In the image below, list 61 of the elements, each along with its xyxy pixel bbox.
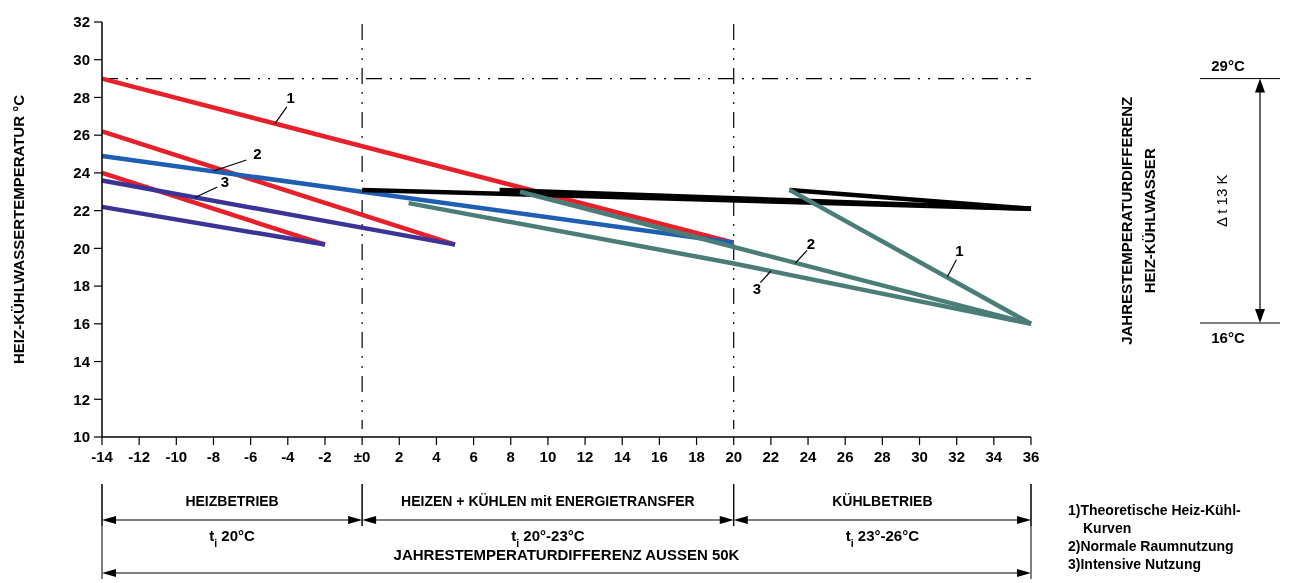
- annotation: 3: [220, 172, 230, 190]
- annotation: 3: [752, 280, 762, 298]
- x-tick-label: -12: [128, 448, 150, 465]
- x-tick-label: 12: [576, 448, 594, 465]
- text: 1)Theoretische Heiz-Kühl-: [1068, 502, 1242, 518]
- x-tick-label: 36: [1022, 448, 1040, 465]
- text: Kurven: [1083, 520, 1132, 536]
- text: 3)Intensive Nutzung: [1068, 556, 1202, 572]
- x-tick-label: -10: [165, 448, 188, 465]
- x-tick-label: -14: [91, 448, 114, 465]
- x-tick-label: ±0: [353, 448, 371, 465]
- y-axis-title: HEIZ-KÜHLWASSERTEMPERATUR °C: [10, 94, 27, 365]
- y-tick-label: 20: [73, 239, 90, 257]
- x-tick-label: 22: [762, 448, 780, 465]
- text: 16°C: [1211, 329, 1245, 346]
- text: 2)Normale Raumnutzung: [1068, 538, 1234, 554]
- annotation: 2: [806, 234, 816, 252]
- y-tick-label: 18: [73, 277, 90, 295]
- x-tick-label: 10: [539, 448, 557, 465]
- x-tick-label: 28: [874, 448, 891, 465]
- x-tick-label: 14: [613, 448, 632, 465]
- x-tick-label: 20: [725, 448, 743, 465]
- x-tick-label: 16: [651, 448, 668, 465]
- y-tick-label: 32: [73, 13, 90, 31]
- text: t$_{i}$ 20°C: [209, 527, 256, 549]
- y-tick-label: 14: [73, 352, 91, 370]
- x-tick-label: 4: [432, 448, 442, 465]
- annotation: 1: [286, 89, 295, 107]
- x-tick-label: 30: [911, 448, 928, 465]
- x-tick-label: -8: [206, 448, 221, 465]
- text: HEIZEN + KÜHLEN mit ENERGIETRANSFER: [401, 493, 695, 509]
- text: t$_{i}$ 20°-23°C: [511, 527, 585, 549]
- y-tick-label: 24: [73, 164, 91, 182]
- x-tick-label: -4: [281, 448, 296, 465]
- text: HEIZBETRIEB: [185, 493, 279, 509]
- x-tick-label: 8: [506, 448, 515, 465]
- annotation: 1: [955, 241, 964, 259]
- text: JAHRESTEMPERATURDIFFERENZ: [1118, 96, 1135, 345]
- text: JAHRESTEMPERATURDIFFERENZ AUSSEN 50K: [393, 546, 740, 563]
- x-tick-label: 34: [985, 448, 1003, 465]
- text: Δ t 13 K: [1213, 174, 1231, 228]
- x-tick-label: 24: [799, 448, 818, 465]
- y-tick-label: 26: [73, 126, 90, 144]
- y-tick-label: 28: [73, 88, 90, 106]
- x-tick-label: -6: [243, 448, 258, 465]
- y-tick-label: 22: [73, 201, 90, 219]
- y-tick-label: 12: [73, 390, 90, 408]
- text: KÜHLBETRIEB: [832, 493, 933, 509]
- x-tick-label: 26: [836, 448, 854, 465]
- x-tick-label: 6: [469, 448, 478, 465]
- x-tick-label: 2: [395, 448, 404, 465]
- y-tick-label: 30: [73, 50, 90, 68]
- x-tick-label: 18: [688, 448, 705, 465]
- text: t$_{i}$ 23°-26°C: [845, 527, 920, 549]
- y-tick-label: 10: [73, 428, 90, 446]
- ref-line-label: 29°C: [1211, 56, 1245, 74]
- y-tick-label: 16: [73, 315, 90, 333]
- x-tick-label: 32: [948, 448, 966, 465]
- x-tick-label: -2: [318, 448, 332, 465]
- text: HEIZ-KÜHLWASSER: [1141, 148, 1158, 294]
- annotation: 2: [253, 145, 262, 163]
